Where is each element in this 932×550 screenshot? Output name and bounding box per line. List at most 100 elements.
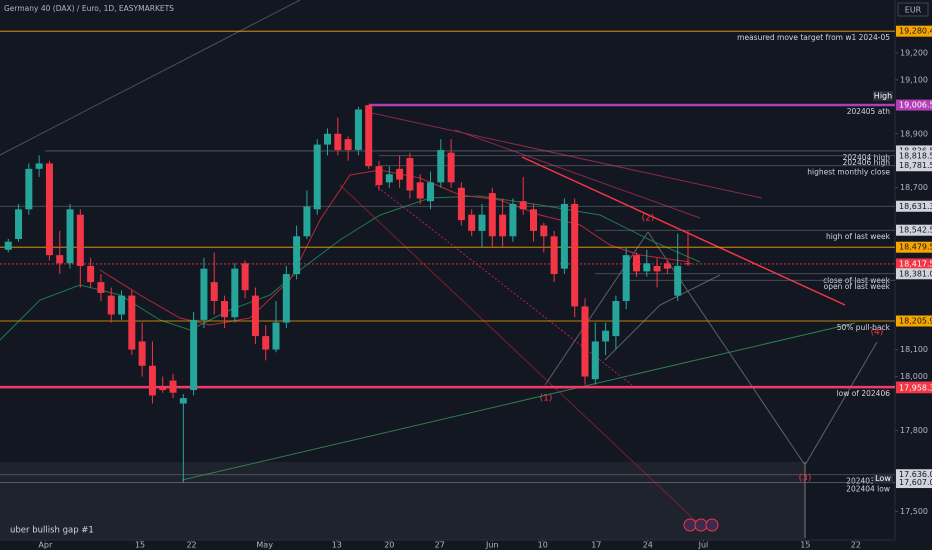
price-badge xyxy=(896,258,932,270)
price-badge xyxy=(896,160,932,172)
candle-body xyxy=(643,263,651,272)
high-tag-label: High xyxy=(874,92,892,101)
candle-body xyxy=(56,255,64,264)
candle-body xyxy=(499,214,507,237)
icon[interactable] xyxy=(683,518,697,532)
trend-line xyxy=(366,111,763,199)
candle-body xyxy=(25,168,33,210)
candle-body xyxy=(478,214,486,231)
icon[interactable] xyxy=(705,518,719,532)
candle-body xyxy=(447,152,455,183)
price-badge xyxy=(896,268,932,280)
candle-body xyxy=(406,158,414,191)
candle-body xyxy=(107,295,115,315)
x-tick-label: 24 xyxy=(643,541,653,550)
price-badge-label: 19,006.5 xyxy=(899,101,932,110)
candle-body xyxy=(293,236,301,275)
x-tick-label: May xyxy=(256,541,273,550)
price-badge-label: 17,958.3 xyxy=(899,383,932,392)
high-tag xyxy=(873,91,893,102)
x-tick-label: 13 xyxy=(332,541,342,550)
candle-body xyxy=(602,330,610,342)
candle-body xyxy=(221,301,229,318)
gap-label: uber bullish gap #1 xyxy=(10,526,94,536)
candle-body xyxy=(519,201,527,210)
price-badge xyxy=(896,224,932,236)
x-tick-label: 20 xyxy=(384,541,394,550)
low-tag-label: Low xyxy=(875,474,891,483)
price-badge-label: 19,280.4 xyxy=(899,27,932,36)
price-badge-label: 18,631.3 xyxy=(899,202,932,211)
candle-body xyxy=(468,214,476,231)
wave-label: (1) xyxy=(540,394,553,404)
candle-body xyxy=(159,387,167,391)
candle-body xyxy=(45,163,53,256)
level-note: 202404 low xyxy=(846,485,890,494)
candle-body xyxy=(385,174,393,183)
price-badge xyxy=(896,150,932,162)
candle-body xyxy=(169,380,177,393)
level-note: 50% pull-back xyxy=(837,323,891,332)
candle-body xyxy=(365,105,373,167)
candle-body xyxy=(87,265,95,283)
price-badge-label: 18,417.5 xyxy=(899,259,932,268)
candle-body xyxy=(560,203,568,269)
candle-body xyxy=(251,295,259,337)
candle-body xyxy=(591,341,599,380)
icon[interactable] xyxy=(694,518,708,532)
candle-body xyxy=(354,109,362,150)
price-badge xyxy=(896,382,932,394)
candle-body xyxy=(571,203,579,307)
level-note: highest monthly close xyxy=(807,168,890,177)
gap-box xyxy=(0,462,805,540)
candle-body xyxy=(66,209,74,264)
x-tick-label: 27 xyxy=(435,541,445,550)
x-tick-label: 15 xyxy=(135,541,145,550)
candle-body xyxy=(76,214,84,266)
y-tick-label: 18,000 xyxy=(900,372,928,381)
x-tick-label: Apr xyxy=(38,541,53,550)
x-tick-label: Jun xyxy=(485,541,499,550)
trend-line xyxy=(0,0,301,156)
wave-label: (4) xyxy=(871,328,884,338)
y-tick-label: 19,200 xyxy=(900,48,928,57)
y-tick-label: 18,100 xyxy=(900,345,928,354)
candle-body xyxy=(581,306,589,377)
candle-body xyxy=(15,209,23,239)
price-badge xyxy=(896,315,932,327)
candle-body xyxy=(148,365,156,396)
x-tick-label: 10 xyxy=(538,541,548,550)
candle-body xyxy=(128,295,136,350)
candle-body xyxy=(241,263,249,291)
candle-body xyxy=(262,336,270,350)
candle-body xyxy=(334,133,342,150)
y-tick-label: 18,900 xyxy=(900,129,928,138)
level-note: high of last week xyxy=(826,232,891,241)
candle-body xyxy=(550,236,558,275)
level-note: 202404 high xyxy=(843,153,891,162)
currency[interactable]: EUR xyxy=(905,6,922,15)
candle-body xyxy=(437,149,445,183)
low-tag xyxy=(873,473,893,484)
level-note: measured move target from w1 2024-05 xyxy=(737,33,890,42)
price-badge xyxy=(896,200,932,212)
currency-box[interactable] xyxy=(897,2,929,17)
scroll-icons[interactable] xyxy=(683,518,719,532)
price-badge xyxy=(896,477,932,489)
candle-body xyxy=(303,206,311,237)
trend-line xyxy=(339,184,701,526)
y-tick-label: 19,100 xyxy=(900,75,928,84)
level-note: low of 202406 xyxy=(837,389,891,398)
wave-path xyxy=(604,274,721,361)
candle-body xyxy=(210,282,218,302)
x-tick-label: Jul xyxy=(698,541,709,550)
price-badge-label: 18,781.5 xyxy=(899,161,932,170)
candle-body xyxy=(540,225,548,237)
price-badge xyxy=(896,469,932,481)
y-tick-label: 18,700 xyxy=(900,183,928,192)
price-badge-label: 18,818.5 xyxy=(899,151,932,160)
candle-body xyxy=(396,168,404,180)
